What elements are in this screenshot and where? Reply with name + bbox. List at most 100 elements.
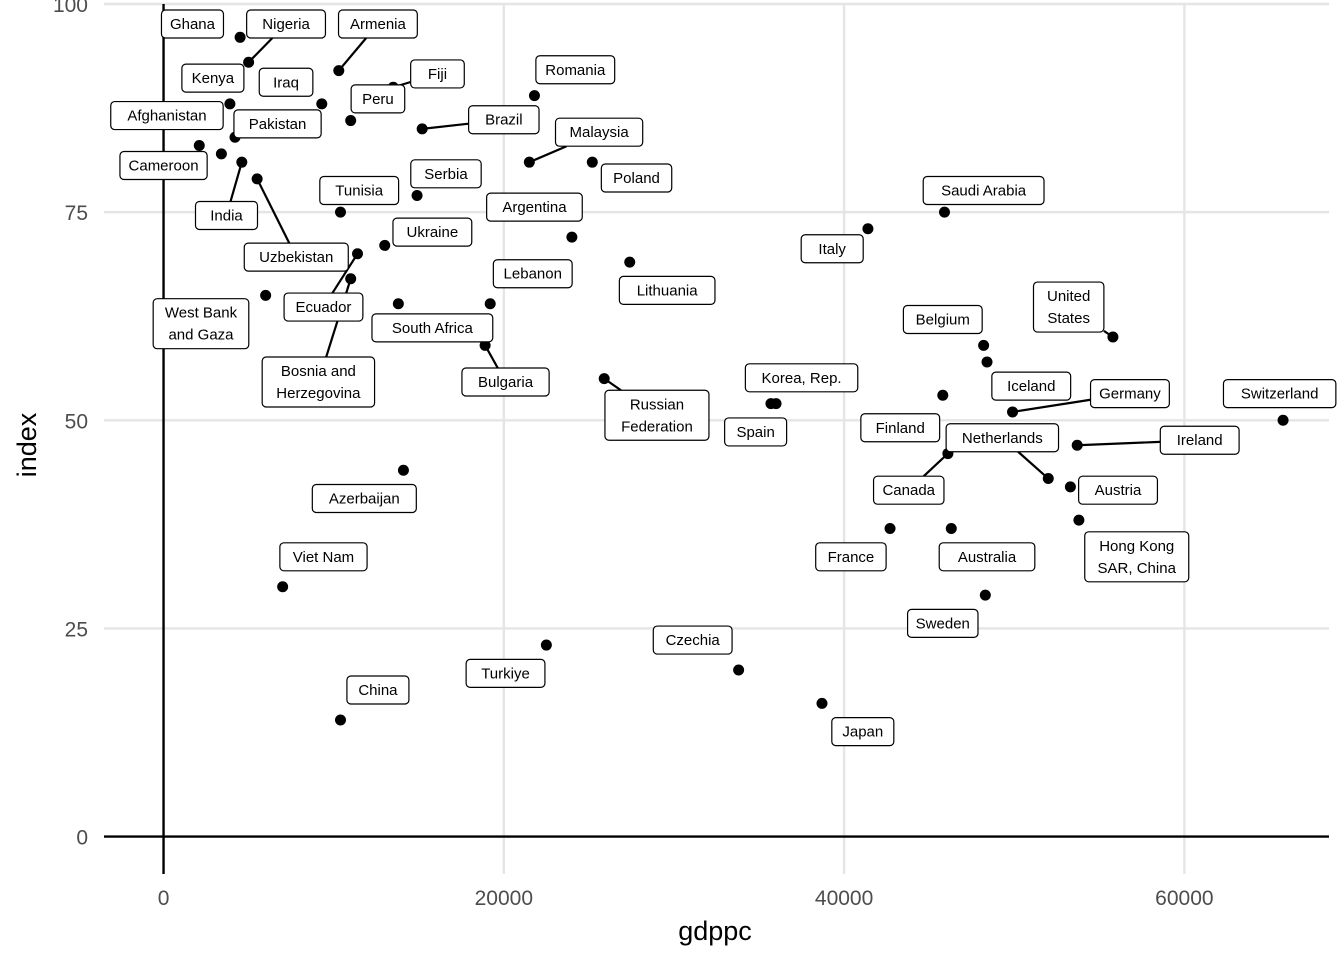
point-label: West Bank and Gaza xyxy=(152,298,250,350)
label-text: Japan xyxy=(842,724,883,741)
label-box xyxy=(492,259,573,289)
data-point: Viet Nam xyxy=(277,581,289,593)
label-box xyxy=(350,84,406,114)
leader-line xyxy=(1017,450,1050,480)
data-point: South Africa xyxy=(392,298,404,310)
label-box xyxy=(392,217,473,247)
data-point: Turkiye xyxy=(540,639,552,651)
x-tick-label: 0 xyxy=(158,887,170,910)
label-box xyxy=(194,200,259,231)
point-label: Saudi Arabia xyxy=(922,175,1045,206)
reference-lines xyxy=(104,4,1329,874)
label-text: Nigeria xyxy=(262,16,310,33)
data-point: Switzerland xyxy=(1277,414,1289,426)
label-box xyxy=(902,304,983,335)
label-text: United xyxy=(1047,288,1090,305)
label-text: Bulgaria xyxy=(478,374,534,391)
label-box xyxy=(744,363,859,393)
label-box xyxy=(922,175,1045,206)
data-point: Romania xyxy=(528,90,540,102)
data-point: Poland xyxy=(586,156,598,168)
label-text: India xyxy=(210,207,243,224)
data-point: Netherlands xyxy=(1042,473,1054,485)
label-box xyxy=(243,242,349,272)
point-label: Korea, Rep. xyxy=(744,363,859,393)
label-text: Ukraine xyxy=(407,224,459,241)
data-point: Tunisia xyxy=(334,206,346,218)
label-text: Ghana xyxy=(170,16,216,33)
label-text: Australia xyxy=(958,549,1017,566)
label-box xyxy=(486,192,583,222)
label-box xyxy=(945,423,1060,453)
point-label: Iceland xyxy=(991,371,1072,401)
tick-labels: 0 20000 40000 60000 0 25 50 75 100 xyxy=(53,0,1214,910)
point-label: Lithuania xyxy=(618,275,716,305)
label-text: Azerbaijan xyxy=(329,491,400,508)
label-text: Russian xyxy=(630,396,684,413)
data-point: Serbia xyxy=(411,189,423,201)
data-point: Saudi Arabia xyxy=(938,206,950,218)
label-box xyxy=(181,63,245,93)
label-box xyxy=(160,9,225,39)
point-label: India xyxy=(194,200,259,231)
y-tick-label: 50 xyxy=(65,410,88,433)
data-point: Brazil xyxy=(416,123,428,135)
point-label: Cameroon xyxy=(119,150,208,181)
label-box xyxy=(311,483,417,514)
label-box xyxy=(1159,425,1240,455)
point-label: Finland xyxy=(860,413,941,443)
point-label: Austria xyxy=(1078,475,1159,505)
label-text: Hong Kong xyxy=(1099,538,1174,555)
label-text: Uzbekistan xyxy=(259,249,333,266)
x-axis-title: gdppc xyxy=(678,916,752,946)
label-box xyxy=(410,159,482,189)
point-label: Germany xyxy=(1089,379,1170,409)
label-box xyxy=(604,389,710,441)
label-text: Ecuador xyxy=(296,299,352,316)
label-box xyxy=(938,542,1036,572)
point-label: Turkiye xyxy=(465,658,546,688)
label-box xyxy=(1078,475,1159,505)
point-label: Malaysia xyxy=(554,117,644,147)
label-text: Federation xyxy=(621,418,693,435)
leader-line xyxy=(1077,440,1161,447)
label-text: Herzegovina xyxy=(276,385,361,402)
label-box xyxy=(246,9,327,39)
data-point: Belgium xyxy=(978,339,990,351)
y-tick-label: 0 xyxy=(76,827,88,850)
data-point: Iceland xyxy=(981,356,993,368)
label-text: Saudi Arabia xyxy=(941,182,1027,199)
label-box xyxy=(815,542,887,572)
data-point: Armenia xyxy=(333,65,345,77)
label-text: Switzerland xyxy=(1241,386,1319,403)
point-label: Italy xyxy=(800,234,864,264)
data-point: Ecuador xyxy=(352,248,364,260)
data-point: Ukraine xyxy=(379,239,391,251)
label-box xyxy=(461,367,550,397)
data-point: France xyxy=(884,522,896,534)
point-label: Czechia xyxy=(652,625,733,655)
label-box xyxy=(468,105,540,135)
label-text: Italy xyxy=(818,241,846,258)
label-box xyxy=(346,675,410,705)
label-box xyxy=(600,163,673,193)
data-point: Nigeria xyxy=(243,56,255,68)
label-text: Lithuania xyxy=(637,282,699,299)
data-point: Italy xyxy=(862,223,874,235)
point-label: Netherlands xyxy=(945,423,1060,453)
label-box xyxy=(724,417,788,447)
point-label: Uzbekistan xyxy=(243,242,349,272)
point-label: Hong Kong SAR, China xyxy=(1084,531,1190,583)
data-point: Austria xyxy=(1064,481,1076,493)
point-label: Belgium xyxy=(902,304,983,335)
data-point: Hong Kong SAR, China xyxy=(1073,514,1085,526)
data-point: Russian Federation xyxy=(598,373,610,385)
data-point: Australia xyxy=(945,522,957,534)
label-text: SAR, China xyxy=(1098,560,1177,577)
point-label: Tunisia xyxy=(319,175,400,206)
point-label: Serbia xyxy=(410,159,482,189)
point-label: Iraq xyxy=(258,67,314,97)
point-label: Armenia xyxy=(337,9,418,39)
leader-line xyxy=(422,122,469,130)
point-label: Poland xyxy=(600,163,673,193)
